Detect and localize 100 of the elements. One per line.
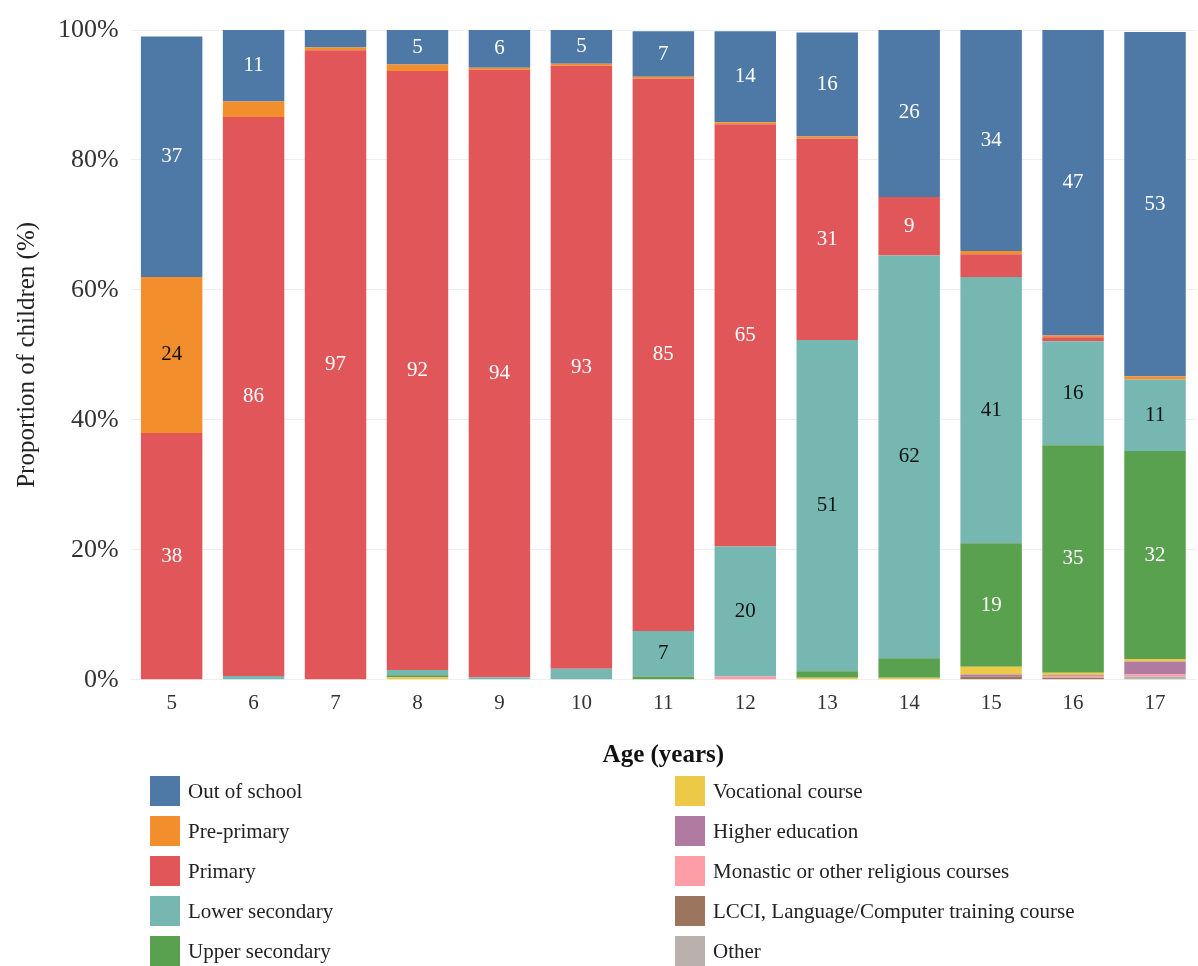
bar — [796, 339, 858, 672]
bar — [386, 70, 449, 671]
data-label: 16 — [1062, 379, 1084, 404]
legend-label: Pre-primary — [188, 818, 290, 844]
x-tick-label: 9 — [494, 689, 505, 714]
bar — [386, 30, 449, 65]
data-label: 11 — [243, 52, 264, 77]
bar — [1042, 30, 1104, 336]
bar — [796, 671, 858, 678]
data-label: 86 — [243, 383, 265, 407]
data-label: 65 — [734, 321, 756, 346]
y-tick-label: 100% — [57, 13, 119, 43]
x-tick-label: 6 — [248, 689, 259, 714]
data-label: 62 — [898, 443, 920, 468]
bar — [140, 432, 203, 680]
bar — [304, 30, 367, 48]
bar — [1124, 379, 1186, 452]
bar — [714, 31, 777, 123]
data-label: 51 — [816, 492, 838, 517]
legend-label: Primary — [188, 858, 256, 884]
y-tick-label: 80% — [70, 143, 119, 173]
data-label: 41 — [980, 396, 1002, 421]
legend-label: Lower secondary — [188, 898, 334, 924]
bar — [468, 677, 531, 680]
x-axis-title: Age (years) — [602, 740, 725, 769]
bar — [1124, 376, 1186, 380]
bar — [1042, 445, 1104, 673]
bar — [632, 631, 695, 677]
y-tick-label: 60% — [70, 273, 119, 303]
bar — [222, 101, 285, 118]
bar — [222, 117, 285, 676]
data-label: 5 — [412, 33, 423, 58]
legend-label: LCCI, Language/Computer training course — [713, 898, 1075, 924]
bar — [304, 50, 367, 680]
data-label: 85 — [652, 341, 674, 366]
bar — [714, 124, 777, 547]
x-tick-label: 17 — [1144, 689, 1166, 714]
bar — [468, 69, 531, 678]
data-label: 14 — [734, 63, 757, 88]
data-label: 11 — [1144, 401, 1166, 426]
bar — [960, 30, 1022, 251]
data-label: 9 — [903, 212, 915, 237]
bar — [140, 276, 203, 433]
data-label: 38 — [161, 542, 183, 567]
legend-label: Vocational course — [713, 778, 863, 804]
x-tick-label: 16 — [1062, 689, 1084, 714]
bar — [222, 30, 285, 102]
data-label: 34 — [980, 126, 1003, 151]
x-tick-label: 8 — [412, 689, 423, 714]
y-axis-title: Proportion of children (%) — [11, 221, 40, 488]
data-label: 97 — [325, 351, 347, 376]
data-label: 6 — [494, 35, 505, 60]
x-tick-label: 5 — [166, 689, 177, 714]
bar — [632, 78, 695, 632]
bar — [1124, 451, 1186, 660]
data-label: 32 — [1144, 541, 1166, 566]
y-tick-label: 40% — [70, 403, 119, 433]
data-label: 35 — [1062, 545, 1084, 570]
bar — [1042, 337, 1104, 342]
data-label: 20 — [734, 598, 756, 623]
data-label: 24 — [161, 341, 183, 366]
x-tick-label: 15 — [980, 689, 1002, 714]
data-label: 7 — [658, 40, 669, 65]
data-label: 7 — [658, 640, 669, 665]
data-label: 47 — [1062, 169, 1084, 194]
bar — [1042, 341, 1104, 446]
bar — [714, 546, 777, 677]
legend-label: Monastic or other religious courses — [713, 858, 1010, 884]
bar — [550, 65, 613, 669]
legend-label: Out of school — [188, 778, 303, 804]
y-tick-label: 0% — [83, 663, 119, 693]
data-label: 19 — [980, 591, 1002, 616]
bar — [1124, 661, 1186, 675]
data-label: 37 — [161, 143, 183, 168]
bar — [796, 32, 858, 137]
bar — [960, 666, 1022, 675]
data-label: 93 — [570, 353, 592, 378]
bar — [386, 64, 449, 71]
data-label: 53 — [1144, 190, 1166, 215]
bar — [1124, 659, 1186, 662]
bar — [550, 30, 613, 64]
x-tick-label: 13 — [816, 689, 838, 714]
x-tick-label: 7 — [330, 689, 341, 714]
bar — [1124, 31, 1186, 377]
x-tick-label: 10 — [570, 689, 592, 714]
data-label: 31 — [816, 225, 838, 250]
x-tick-label: 14 — [898, 689, 921, 714]
bar — [796, 138, 858, 340]
x-tick-label: 12 — [734, 689, 756, 714]
data-label: 5 — [576, 33, 587, 58]
bar — [878, 197, 940, 256]
legend-label: Upper secondary — [188, 938, 331, 964]
data-label: 94 — [488, 359, 511, 384]
bar — [878, 255, 940, 659]
bar — [140, 36, 203, 277]
bar — [960, 276, 1022, 544]
bar — [878, 658, 940, 678]
bar — [960, 250, 1022, 255]
data-label: 16 — [816, 71, 838, 96]
legend-label: Higher education — [713, 818, 859, 844]
